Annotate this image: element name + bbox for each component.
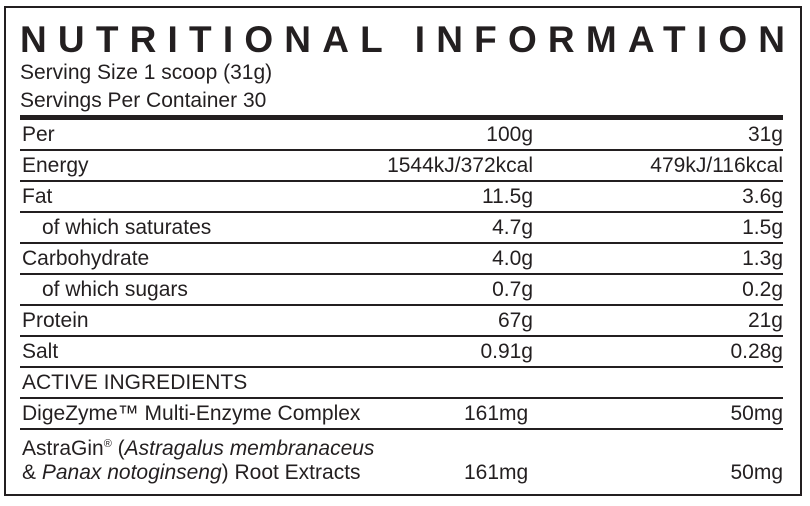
- nutrient-per-serving: 1.5g: [742, 216, 783, 239]
- ampersand: &: [22, 461, 42, 484]
- servings-per-container: Servings Per Container 30: [20, 89, 267, 112]
- nutrient-label: Salt: [22, 340, 59, 363]
- brand-name: AstraGin: [22, 437, 104, 460]
- ingredient-per100: 161mg: [464, 402, 529, 425]
- nutrient-per100: 1544kJ/372kcal: [387, 154, 533, 177]
- serving-size: Serving Size 1 scoop (31g): [20, 61, 273, 84]
- nutrient-per-serving: 479kJ/116kcal: [650, 154, 783, 177]
- nutrition-label-border: [4, 6, 802, 496]
- nutrient-row: Carbohydrate 4.0g 1.3g: [20, 244, 783, 275]
- nutrient-per100: 4.0g: [492, 247, 533, 270]
- nutrient-label: Fat: [22, 185, 53, 208]
- ingredient-label-line1: AstraGin® (Astragalus membranaceus: [22, 429, 374, 464]
- ingredient-suffix: ) Root Extracts: [221, 461, 361, 484]
- nutrient-label: Protein: [22, 309, 89, 332]
- nutrient-per-serving: 21g: [747, 309, 783, 332]
- nutrient-per-serving: 31g: [747, 123, 783, 146]
- ingredient-row: DigeZyme™ Multi-Enzyme Complex 161mg 50m…: [20, 399, 783, 430]
- ingredient-per100: 161mg: [464, 461, 529, 484]
- label-title: NUTRITIONAL INFORMATION: [20, 19, 797, 60]
- ingredient-label: DigeZyme™ Multi-Enzyme Complex: [22, 402, 361, 425]
- nutrient-label: Carbohydrate: [22, 247, 150, 270]
- latin-name: Astragalus membranaceus: [124, 437, 375, 460]
- nutrient-row: Salt 0.91g 0.28g: [20, 337, 783, 368]
- nutrient-row: Per 100g 31g: [20, 120, 783, 151]
- nutrient-per100: 100g: [486, 123, 533, 146]
- divider-thick: [20, 115, 783, 120]
- ingredient-row: AstraGin® (Astragalus membranaceus & Pan…: [20, 429, 783, 489]
- ingredient-per-serving: 50mg: [730, 402, 783, 425]
- nutrient-per100: 0.7g: [492, 278, 533, 301]
- nutrient-row: of which saturates 4.7g 1.5g: [20, 213, 783, 244]
- nutrient-per100: 0.91g: [480, 340, 533, 363]
- paren: (: [111, 437, 125, 460]
- nutrient-per-serving: 0.28g: [730, 340, 783, 363]
- nutrient-row: Energy 1544kJ/372kcal 479kJ/116kcal: [20, 151, 783, 182]
- ingredient-label-line2: & Panax notoginseng) Root Extracts: [22, 458, 361, 488]
- nutrient-label: Per: [22, 123, 55, 146]
- nutrient-row: of which sugars 0.7g 0.2g: [20, 275, 783, 306]
- nutrient-per-serving: 3.6g: [742, 185, 783, 208]
- nutrient-per100: 67g: [497, 309, 533, 332]
- latin-name: Panax notoginseng: [41, 461, 222, 484]
- nutrient-label: of which sugars: [42, 278, 188, 301]
- nutrient-per100: 11.5g: [482, 185, 533, 208]
- registered-mark: ®: [103, 438, 112, 450]
- nutrient-per100: 4.7g: [492, 216, 533, 239]
- active-ingredients-heading: ACTIVE INGREDIENTS: [22, 371, 248, 394]
- nutrient-row: Fat 11.5g 3.6g: [20, 182, 783, 213]
- nutrient-per-serving: 0.2g: [742, 278, 783, 301]
- nutrient-row: Protein 67g 21g: [20, 306, 783, 337]
- nutrient-per-serving: 1.3g: [742, 247, 783, 270]
- active-ingredients-heading-row: ACTIVE INGREDIENTS: [20, 368, 783, 399]
- nutrient-label: Energy: [22, 154, 89, 177]
- ingredient-per-serving: 50mg: [730, 461, 783, 484]
- nutrient-label: of which saturates: [42, 216, 212, 239]
